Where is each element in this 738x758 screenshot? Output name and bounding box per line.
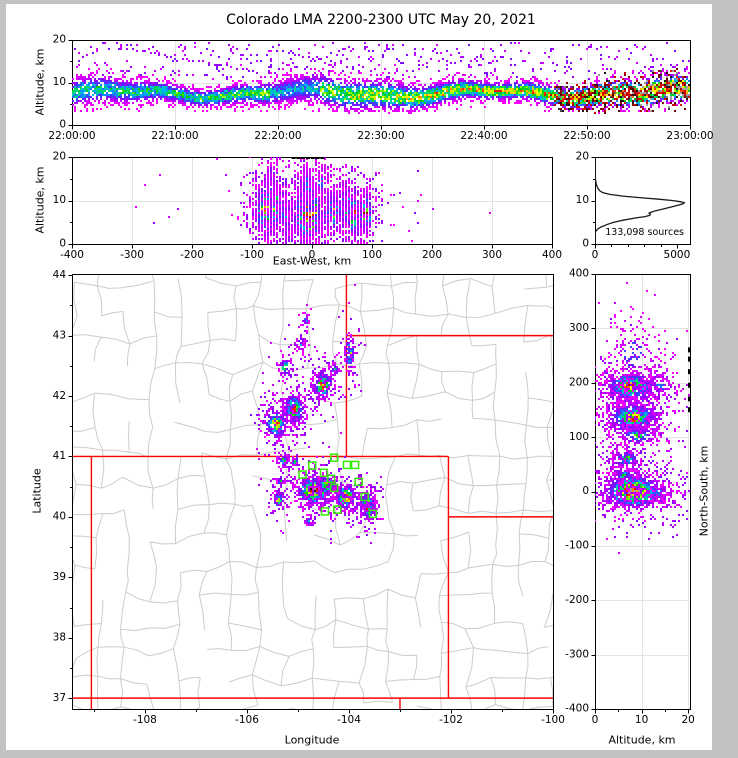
time-panel-y-axis-label: Altitude, km	[33, 48, 47, 116]
source-count-annotation: 133,098 sources	[605, 227, 684, 238]
map-y-axis-label: Latitude	[30, 468, 44, 514]
ns-panel-x-axis-label: Altitude, km	[608, 733, 676, 747]
ew-panel-y-axis-label: Altitude, km	[33, 166, 47, 234]
chart-title: Colorado LMA 2200-2300 UTC May 20, 2021	[226, 12, 536, 28]
map-x-axis-label: Longitude	[284, 733, 340, 747]
ew-panel-x-axis-label: East-West, km	[272, 254, 352, 268]
ns-panel-y-axis-label: North-South, km	[697, 445, 711, 537]
